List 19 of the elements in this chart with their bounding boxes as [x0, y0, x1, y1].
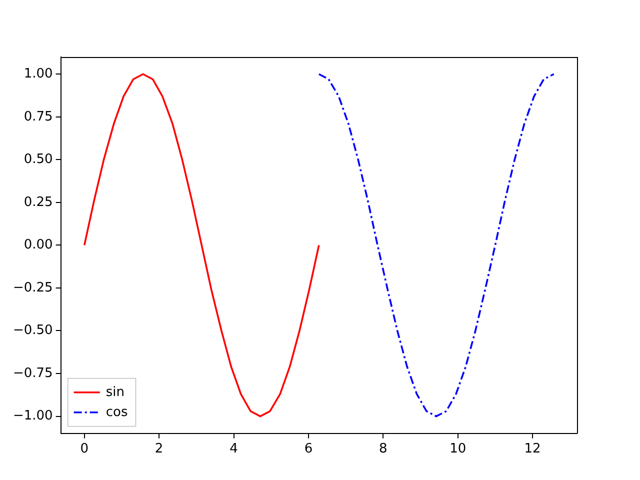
y-tick-label: −0.50 — [12, 323, 53, 338]
legend-label: cos — [106, 404, 128, 420]
y-tick-label: 0.00 — [24, 238, 53, 253]
x-tick-label: 8 — [379, 442, 388, 457]
legend-label: sin — [106, 384, 124, 400]
x-tick-label: 0 — [80, 442, 89, 457]
x-tick-label: 4 — [230, 442, 238, 457]
x-tick-label: 12 — [524, 442, 541, 457]
line-series — [318, 73, 555, 418]
y-tick-label: −0.25 — [12, 280, 53, 296]
x-tick-label: 2 — [154, 442, 164, 457]
x-tick-label: 10 — [450, 442, 466, 457]
y-tick-label: 1.00 — [24, 66, 53, 82]
y-tick-label: −1.00 — [12, 408, 53, 424]
y-tick-label: −0.75 — [12, 366, 53, 381]
x-tick-label: 6 — [304, 442, 313, 457]
y-tick-label: 0.25 — [24, 194, 53, 210]
y-tick-label: 0.50 — [24, 152, 53, 168]
y-tick-label: 0.75 — [24, 109, 53, 124]
